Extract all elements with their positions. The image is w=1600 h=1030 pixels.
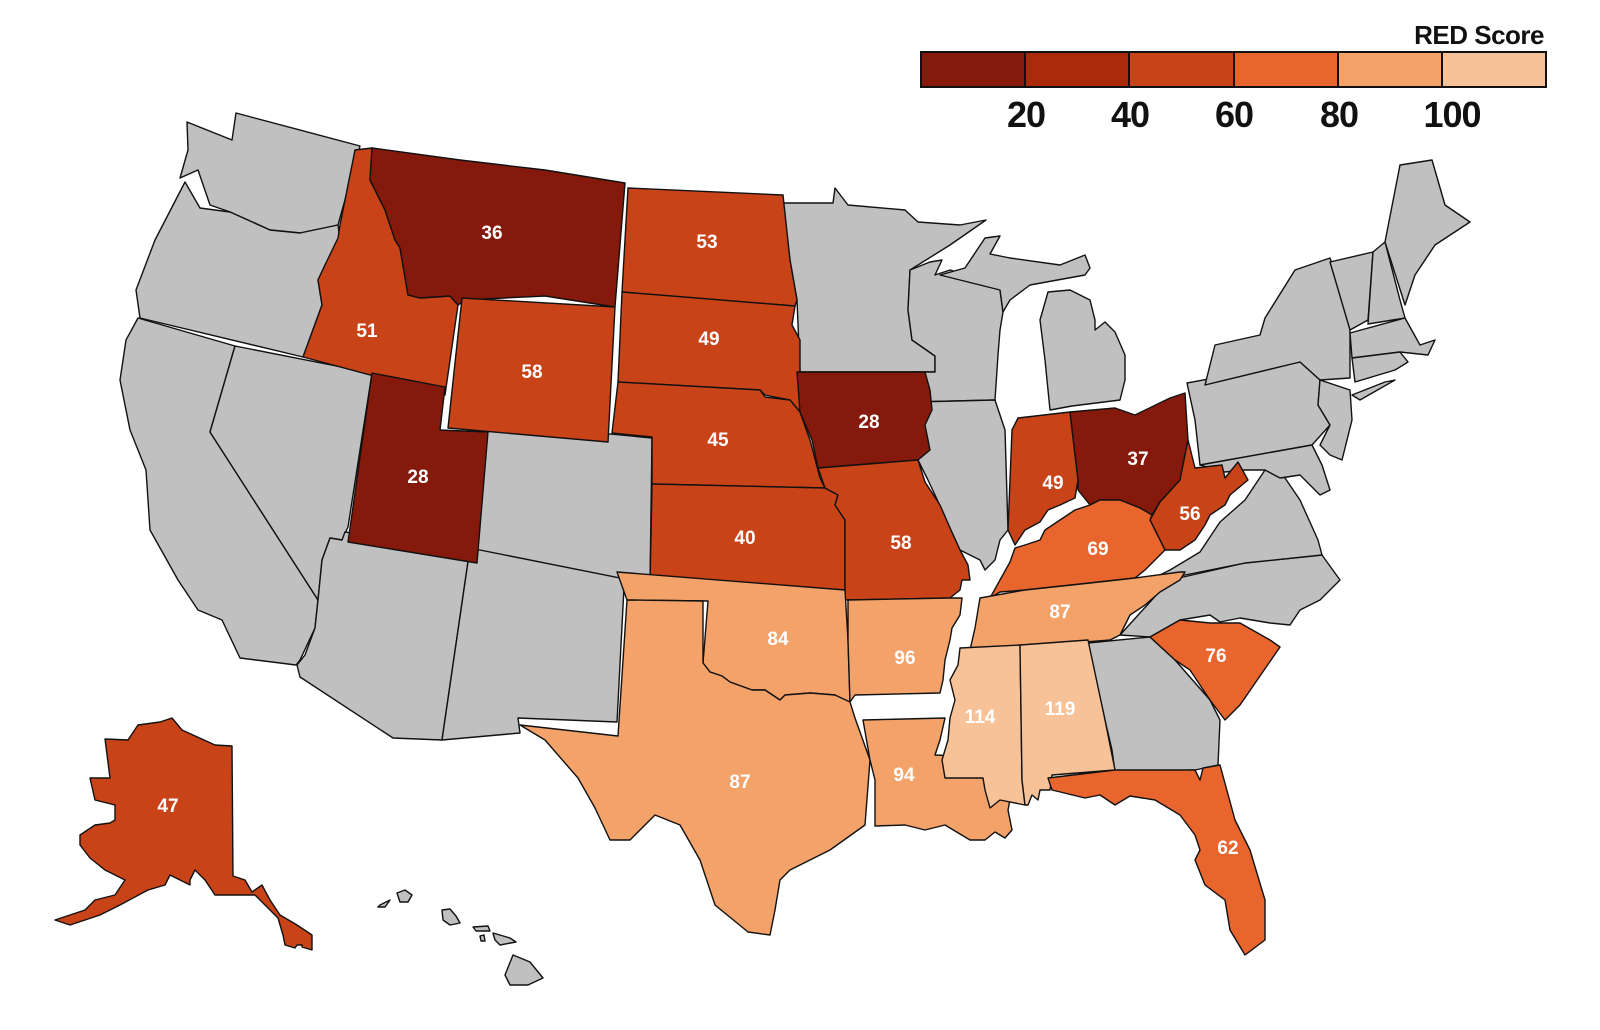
label-florida: 62 — [1217, 838, 1238, 859]
state-alaska[interactable] — [54, 717, 313, 951]
legend-tick-100: 100 — [1423, 94, 1481, 135]
state-new-jersey[interactable] — [1317, 379, 1353, 461]
label-south-carolina: 76 — [1205, 646, 1226, 667]
state-illinois[interactable] — [911, 399, 1009, 571]
label-west-virginia: 56 — [1179, 504, 1200, 525]
state-hawaii-niihau[interactable] — [377, 899, 391, 908]
state-hawaii-big-island[interactable] — [504, 954, 544, 986]
state-long-island[interactable] — [1351, 379, 1396, 401]
label-wyoming: 58 — [521, 362, 542, 383]
label-nebraska: 45 — [707, 430, 729, 451]
label-texas: 87 — [729, 772, 750, 793]
label-louisiana: 94 — [893, 765, 915, 786]
state-arizona[interactable] — [296, 531, 471, 741]
label-mississippi: 114 — [965, 707, 996, 728]
state-connecticut-ri[interactable] — [1351, 351, 1409, 383]
label-south-dakota: 49 — [698, 329, 719, 350]
state-hawaii-lanai[interactable] — [479, 934, 486, 942]
legend-tick-80: 80 — [1319, 94, 1359, 135]
state-wisconsin[interactable] — [907, 259, 1004, 403]
label-tennessee: 87 — [1049, 602, 1070, 623]
label-north-dakota: 53 — [696, 232, 717, 253]
label-missouri: 58 — [890, 533, 911, 554]
state-new-hampshire[interactable] — [1367, 241, 1406, 325]
state-nebraska[interactable] — [611, 381, 826, 489]
state-michigan-upper[interactable] — [939, 235, 1091, 313]
label-indiana: 49 — [1042, 473, 1063, 494]
label-idaho: 51 — [356, 321, 378, 342]
label-montana: 36 — [481, 223, 502, 244]
state-wyoming[interactable] — [447, 297, 616, 443]
state-michigan-lower[interactable] — [1039, 289, 1126, 411]
legend: RED Score 20 40 60 80 100 — [920, 10, 1550, 140]
state-alabama[interactable] — [1019, 639, 1116, 806]
label-alabama: 119 — [1045, 699, 1076, 720]
state-florida[interactable] — [1047, 764, 1266, 956]
state-virginia[interactable] — [1139, 469, 1323, 586]
legend-bin-2 — [1026, 53, 1131, 86]
legend-bin-4 — [1234, 53, 1339, 86]
legend-color-bar — [920, 51, 1547, 88]
legend-bin-6 — [1442, 53, 1546, 86]
state-montana[interactable] — [369, 147, 626, 308]
state-hawaii-kauai[interactable] — [396, 889, 413, 903]
legend-bin-5 — [1338, 53, 1443, 86]
state-maine[interactable] — [1384, 159, 1471, 306]
state-iowa[interactable] — [796, 371, 933, 469]
label-iowa: 28 — [858, 412, 879, 433]
state-hawaii-oahu[interactable] — [441, 908, 461, 926]
state-new-mexico[interactable] — [441, 547, 626, 741]
legend-tick-40: 40 — [1110, 94, 1150, 135]
label-alaska: 47 — [157, 796, 178, 817]
label-ohio: 37 — [1127, 449, 1148, 470]
label-arkansas: 96 — [894, 648, 915, 669]
state-new-york[interactable] — [1204, 257, 1351, 386]
state-missouri[interactable] — [817, 459, 971, 601]
state-texas[interactable] — [519, 599, 871, 936]
label-kentucky: 69 — [1087, 539, 1108, 560]
label-kansas: 40 — [734, 528, 755, 549]
state-hawaii-molokai[interactable] — [472, 925, 491, 932]
state-utah[interactable] — [347, 372, 489, 564]
legend-bin-3 — [1130, 53, 1235, 86]
state-south-carolina[interactable] — [1149, 619, 1281, 721]
legend-title: RED Score — [1414, 20, 1544, 50]
state-massachusetts[interactable] — [1349, 317, 1436, 359]
legend-tick-60: 60 — [1214, 94, 1254, 135]
state-west-virginia[interactable] — [1149, 439, 1249, 551]
label-utah: 28 — [407, 467, 428, 488]
legend-bin-1 — [922, 53, 1027, 86]
state-hawaii-maui[interactable] — [492, 932, 517, 946]
legend-tick-20: 20 — [1006, 94, 1046, 135]
label-oklahoma: 84 — [767, 629, 789, 650]
